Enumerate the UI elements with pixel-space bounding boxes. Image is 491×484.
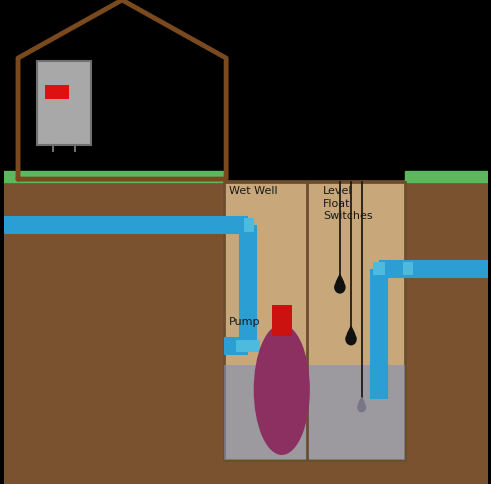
Polygon shape	[359, 397, 365, 404]
Bar	[236, 340, 260, 352]
Bar	[405, 171, 488, 182]
Text: Pump: Pump	[228, 317, 260, 327]
Ellipse shape	[345, 333, 357, 346]
Text: Level
Float
Switches: Level Float Switches	[323, 186, 373, 221]
Bar	[224, 365, 405, 460]
Bar	[3, 179, 488, 484]
Polygon shape	[347, 327, 355, 334]
Bar	[3, 0, 488, 179]
Text: Wet Well: Wet Well	[228, 186, 277, 197]
Bar	[37, 60, 91, 145]
Ellipse shape	[254, 324, 310, 455]
Bar	[272, 305, 292, 336]
Ellipse shape	[334, 281, 346, 294]
Bar	[244, 218, 254, 232]
Bar	[373, 262, 385, 275]
Bar	[403, 262, 413, 275]
Polygon shape	[336, 275, 344, 283]
Ellipse shape	[357, 402, 366, 412]
Bar	[45, 85, 69, 99]
Bar	[3, 171, 224, 182]
Bar	[224, 182, 405, 460]
